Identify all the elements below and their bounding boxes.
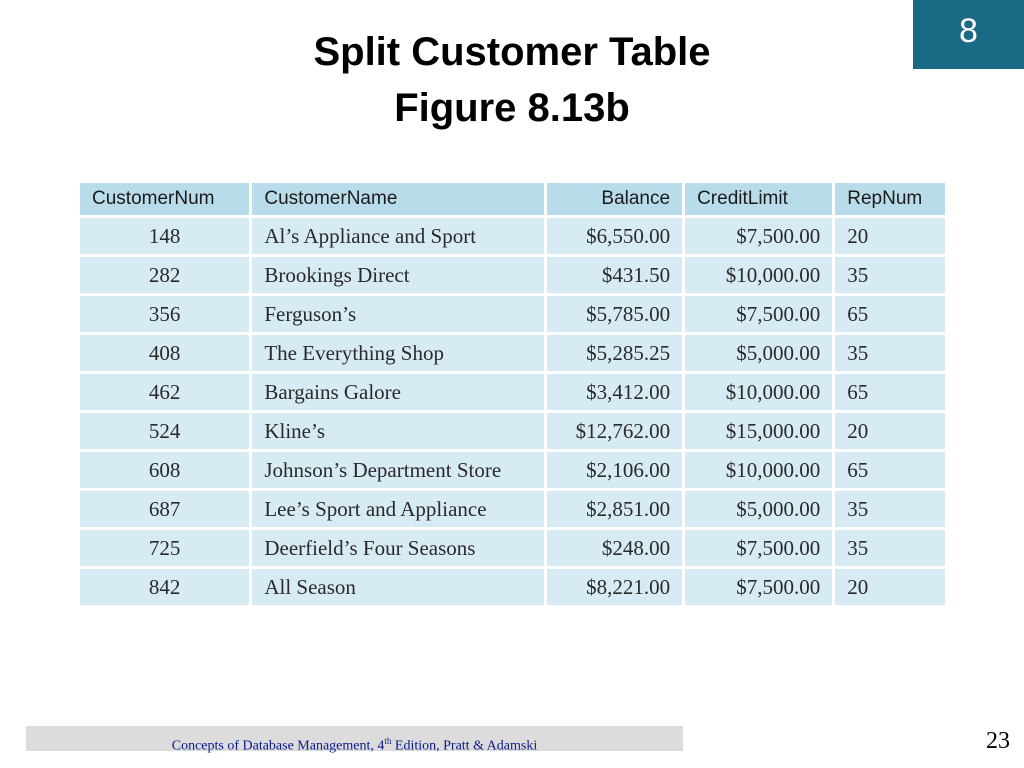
- table-row: 725 Deerfield’s Four Seasons $248.00 $7,…: [80, 530, 945, 566]
- column-header-repnum: RepNum: [835, 183, 945, 215]
- page-number: 23: [986, 728, 1010, 754]
- table-row: 608 Johnson’s Department Store $2,106.00…: [80, 452, 945, 488]
- cell-repnum: 65: [835, 374, 945, 410]
- cell-customername: Bargains Galore: [252, 374, 544, 410]
- footer-superscript: th: [384, 736, 392, 746]
- table-row: 462 Bargains Galore $3,412.00 $10,000.00…: [80, 374, 945, 410]
- cell-customername: Lee’s Sport and Appliance: [252, 491, 544, 527]
- column-header-balance: Balance: [546, 183, 683, 215]
- cell-repnum: 35: [835, 257, 945, 293]
- column-header-customername: CustomerName: [252, 183, 544, 215]
- cell-balance: $5,285.25: [546, 335, 683, 371]
- table-row: 687 Lee’s Sport and Appliance $2,851.00 …: [80, 491, 945, 527]
- chapter-number-badge: 8: [913, 0, 1024, 69]
- cell-customername: Deerfield’s Four Seasons: [252, 530, 544, 566]
- cell-customername: Ferguson’s: [252, 296, 544, 332]
- slide-title-line-1: Split Customer Table: [313, 30, 711, 74]
- cell-balance: $12,762.00: [546, 413, 683, 449]
- footer-text-main: Concepts of Database Management, 4: [171, 738, 385, 754]
- cell-creditlimit: $10,000.00: [685, 452, 833, 488]
- table-row: 842 All Season $8,221.00 $7,500.00 20: [80, 569, 945, 605]
- slide-title: Split Customer Table Figure 8.13b: [0, 24, 1024, 136]
- cell-repnum: 65: [835, 296, 945, 332]
- cell-creditlimit: $5,000.00: [685, 491, 833, 527]
- table-row: 408 The Everything Shop $5,285.25 $5,000…: [80, 335, 945, 371]
- cell-customernum: 842: [80, 569, 250, 605]
- cell-creditlimit: $15,000.00: [685, 413, 833, 449]
- cell-balance: $2,851.00: [546, 491, 683, 527]
- cell-balance: $2,106.00: [546, 452, 683, 488]
- cell-customernum: 725: [80, 530, 250, 566]
- cell-balance: $5,785.00: [546, 296, 683, 332]
- slide-title-line-2: Figure 8.13b: [394, 86, 630, 130]
- footer-text-tail: Edition, Pratt & Adamski: [391, 738, 538, 754]
- cell-repnum: 65: [835, 452, 945, 488]
- cell-repnum: 20: [835, 218, 945, 254]
- cell-repnum: 35: [835, 335, 945, 371]
- cell-customername: Johnson’s Department Store: [252, 452, 544, 488]
- table-row: 282 Brookings Direct $431.50 $10,000.00 …: [80, 257, 945, 293]
- cell-balance: $431.50: [546, 257, 683, 293]
- cell-customername: Kline’s: [252, 413, 544, 449]
- cell-customername: Al’s Appliance and Sport: [252, 218, 544, 254]
- cell-creditlimit: $10,000.00: [685, 257, 833, 293]
- cell-customernum: 408: [80, 335, 250, 371]
- cell-balance: $8,221.00: [546, 569, 683, 605]
- cell-repnum: 35: [835, 530, 945, 566]
- cell-balance: $6,550.00: [546, 218, 683, 254]
- table-row: 524 Kline’s $12,762.00 $15,000.00 20: [80, 413, 945, 449]
- footer-bar: Concepts of Database Management, 4th Edi…: [26, 726, 683, 754]
- table-row: 148 Al’s Appliance and Sport $6,550.00 $…: [80, 218, 945, 254]
- customer-table: CustomerNum CustomerName Balance CreditL…: [77, 180, 948, 608]
- cell-customernum: 148: [80, 218, 250, 254]
- column-header-customernum: CustomerNum: [80, 183, 250, 215]
- cell-customernum: 608: [80, 452, 250, 488]
- cell-customernum: 524: [80, 413, 250, 449]
- cell-repnum: 35: [835, 491, 945, 527]
- table-row: 356 Ferguson’s $5,785.00 $7,500.00 65: [80, 296, 945, 332]
- cell-customername: Brookings Direct: [252, 257, 544, 293]
- customer-table-container: CustomerNum CustomerName Balance CreditL…: [77, 180, 948, 608]
- cell-customername: The Everything Shop: [252, 335, 544, 371]
- cell-creditlimit: $7,500.00: [685, 530, 833, 566]
- cell-customernum: 462: [80, 374, 250, 410]
- cell-balance: $3,412.00: [546, 374, 683, 410]
- cell-creditlimit: $7,500.00: [685, 296, 833, 332]
- column-header-creditlimit: CreditLimit: [685, 183, 833, 215]
- cell-creditlimit: $5,000.00: [685, 335, 833, 371]
- cell-repnum: 20: [835, 413, 945, 449]
- footer-citation: Concepts of Database Management, 4th Edi…: [26, 726, 683, 762]
- cell-creditlimit: $7,500.00: [685, 569, 833, 605]
- table-header-row: CustomerNum CustomerName Balance CreditL…: [80, 183, 945, 215]
- cell-customername: All Season: [252, 569, 544, 605]
- cell-creditlimit: $10,000.00: [685, 374, 833, 410]
- cell-creditlimit: $7,500.00: [685, 218, 833, 254]
- cell-repnum: 20: [835, 569, 945, 605]
- cell-customernum: 687: [80, 491, 250, 527]
- cell-customernum: 356: [80, 296, 250, 332]
- cell-balance: $248.00: [546, 530, 683, 566]
- cell-customernum: 282: [80, 257, 250, 293]
